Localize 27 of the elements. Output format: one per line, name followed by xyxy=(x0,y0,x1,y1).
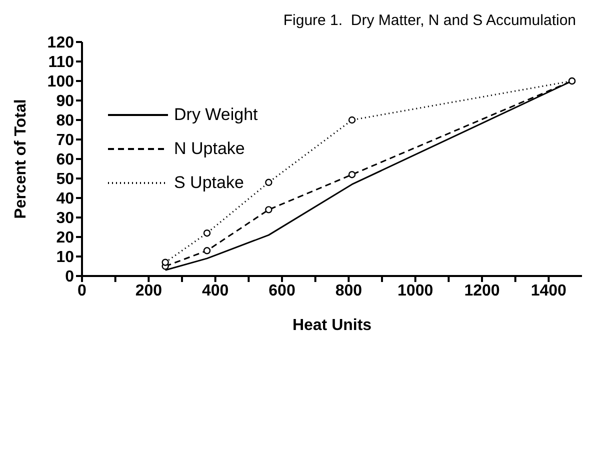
x-tick-label: 800 xyxy=(335,282,362,300)
x-tick-label: 600 xyxy=(268,282,296,300)
y-axis-title: Percent of Total xyxy=(12,99,30,219)
y-tick-label: 100 xyxy=(47,74,74,91)
x-axis-title: Heat Units xyxy=(292,317,372,334)
y-tick-label: 70 xyxy=(56,132,74,150)
x-tick-label: 200 xyxy=(135,282,162,300)
legend-label: S Uptake xyxy=(174,173,244,193)
x-tick-label: 0 xyxy=(78,282,87,300)
y-tick-label: 30 xyxy=(56,210,74,228)
y-tick-label: 110 xyxy=(48,54,74,72)
y-tick-label: 80 xyxy=(56,112,74,130)
legend-label: Dry Weight xyxy=(174,105,258,125)
legend-label: N Uptake xyxy=(174,139,245,159)
y-tick-label: 40 xyxy=(56,190,74,208)
y-tick-label: 50 xyxy=(56,171,74,188)
y-tick-label: 0 xyxy=(65,268,74,286)
x-tick-label: 1200 xyxy=(464,282,500,300)
y-tick-label: 120 xyxy=(47,34,74,52)
x-tick-label: 1000 xyxy=(398,282,434,300)
y-tick-label: 90 xyxy=(56,93,74,110)
y-tick-label: 10 xyxy=(56,249,74,266)
y-tick-label: 20 xyxy=(56,230,74,247)
chart-title: Figure 1. Dry Matter, N and S Accumulation xyxy=(282,12,577,29)
x-tick-label: 400 xyxy=(202,282,229,300)
y-tick-label: 60 xyxy=(56,152,74,169)
x-tick-label: 1400 xyxy=(530,282,567,300)
